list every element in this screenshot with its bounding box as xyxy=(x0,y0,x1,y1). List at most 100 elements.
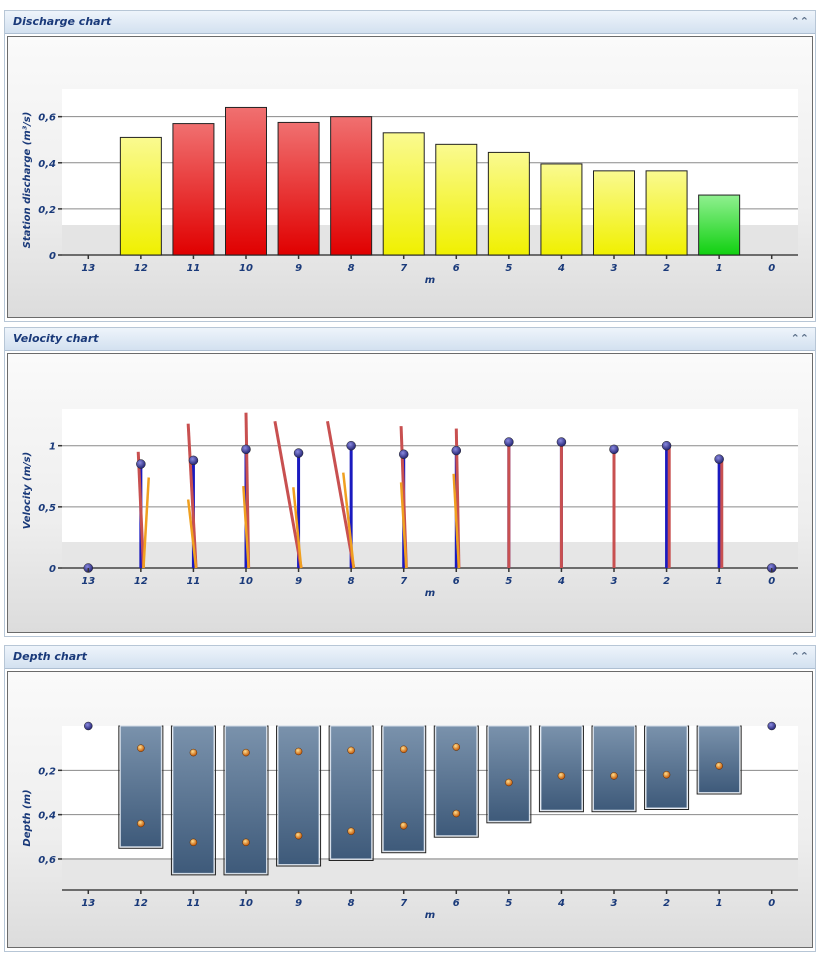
depth-bar xyxy=(698,725,741,793)
measurement-point xyxy=(399,745,408,754)
depth-panel: Depth chart ⌃⌃ 0,2 0,4 0,6 13 12 11 10 9 8 7 6 5 4 3 2… xyxy=(4,645,816,952)
mean-velocity-point xyxy=(609,444,619,455)
discharge-panel-title: Discharge chart xyxy=(13,15,112,28)
measurement-point xyxy=(347,827,355,836)
x-tick-label: 3 xyxy=(611,263,618,274)
surface-velocity-vector xyxy=(326,420,356,569)
y-tick-label: 0,4 xyxy=(38,811,56,822)
mean-velocity-point xyxy=(188,455,199,466)
discharge-bar xyxy=(435,143,478,256)
x-tick-label: 0 xyxy=(768,576,775,587)
depth-bar xyxy=(330,725,373,860)
x-tick-label: 10 xyxy=(239,263,253,274)
measurement-point xyxy=(557,772,566,780)
x-tick-label: 8 xyxy=(348,263,355,274)
mean-velocity-point xyxy=(241,444,251,455)
x-axis-label: m xyxy=(425,910,435,921)
x-tick-label: 11 xyxy=(186,263,200,274)
plot-floor-shade xyxy=(62,542,798,568)
x-tick-label: 7 xyxy=(400,263,407,274)
y-axis-label: Depth (m) xyxy=(22,789,33,846)
y-tick-label: 1 xyxy=(49,442,56,453)
depth-bar xyxy=(487,725,530,822)
measurement-point xyxy=(189,838,198,847)
x-tick-label: 13 xyxy=(81,263,95,274)
x-tick-label: 8 xyxy=(348,898,355,909)
discharge-bar xyxy=(540,163,583,256)
double-chevron-up-icon[interactable]: ⌃⌃ xyxy=(790,15,809,28)
x-tick-label: 13 xyxy=(81,576,95,587)
mean-velocity-point xyxy=(293,448,304,458)
depth-bar xyxy=(225,725,267,874)
y-tick-label: 0,4 xyxy=(38,159,56,170)
depth-panel-header[interactable]: Depth chart ⌃⌃ xyxy=(5,646,815,669)
x-tick-label: 6 xyxy=(453,898,460,909)
discharge-bar xyxy=(172,123,215,256)
point-velocity-vector xyxy=(142,477,150,569)
x-tick-label: 0 xyxy=(768,898,775,909)
y-tick-label: 0,6 xyxy=(38,855,56,866)
double-chevron-up-icon[interactable]: ⌃⌃ xyxy=(790,650,809,663)
x-tick-label: 9 xyxy=(295,263,302,274)
depth-panel-title: Depth chart xyxy=(13,650,87,663)
x-tick-label: 1 xyxy=(716,576,723,587)
x-tick-label: 12 xyxy=(134,898,148,909)
x-tick-label: 0 xyxy=(768,263,775,274)
depth-bar xyxy=(645,725,688,809)
x-tick-label: 6 xyxy=(453,263,460,274)
x-tick-label: 4 xyxy=(557,263,565,274)
mean-velocity-point xyxy=(714,454,724,464)
x-tick-label: 10 xyxy=(239,576,253,587)
double-chevron-up-icon[interactable]: ⌃⌃ xyxy=(790,332,809,345)
discharge-bar xyxy=(645,170,688,256)
point-velocity-vector xyxy=(242,485,250,569)
depth-bar xyxy=(172,725,215,874)
discharge-bar xyxy=(119,136,162,256)
edge-point xyxy=(767,721,776,731)
y-axis-label: Velocity (m/s) xyxy=(22,452,33,529)
point-velocity-vector xyxy=(186,499,198,569)
x-axis-label: m xyxy=(425,588,435,599)
x-tick-label: 12 xyxy=(134,263,148,274)
plot-floor-shade xyxy=(62,225,798,255)
depth-bar xyxy=(277,725,320,866)
depth-bar xyxy=(119,725,162,848)
y-tick-label: 0 xyxy=(49,251,56,262)
mean-velocity-point xyxy=(556,437,567,447)
point-velocity-vector xyxy=(292,487,303,569)
velocity-panel: Velocity chart ⌃⌃ 0 0,5 1 13 12 11 10 9 8 7 6 5 4 3 2 1… xyxy=(4,327,816,637)
measurement-point xyxy=(294,831,303,840)
y-tick-label: 0,2 xyxy=(38,205,56,216)
discharge-bar xyxy=(277,121,320,256)
plot-background xyxy=(62,409,798,568)
discharge-panel-header[interactable]: Discharge chart ⌃⌃ xyxy=(5,11,815,34)
velocity-panel-header[interactable]: Velocity chart ⌃⌃ xyxy=(5,328,815,351)
x-tick-label: 9 xyxy=(295,898,302,909)
edge-point xyxy=(84,721,93,731)
velocity-panel-title: Velocity chart xyxy=(13,332,99,345)
x-tick-label: 4 xyxy=(557,898,565,909)
depth-bar xyxy=(382,725,425,852)
depth-chart-area: 0,2 0,4 0,6 13 12 11 10 9 8 7 6 5 4 3 2 1 0 m Depth (m) xyxy=(7,671,813,948)
discharge-bar xyxy=(225,106,267,256)
discharge-bar xyxy=(593,170,635,256)
mean-velocity-point xyxy=(661,440,672,451)
discharge-bar xyxy=(698,194,741,256)
measurement-point xyxy=(610,772,618,780)
x-tick-label: 7 xyxy=(400,898,407,909)
x-tick-label: 2 xyxy=(663,263,670,274)
y-tick-label: 0,5 xyxy=(38,503,56,514)
measurement-point xyxy=(137,744,145,752)
x-tick-label: 12 xyxy=(134,576,148,587)
measurement-point xyxy=(242,838,250,847)
y-tick-label: 0,6 xyxy=(38,113,56,124)
x-tick-label: 11 xyxy=(186,576,200,587)
plot-floor-shade xyxy=(62,858,798,890)
measurement-point xyxy=(662,771,671,779)
depth-bar xyxy=(435,725,478,837)
x-tick-label: 7 xyxy=(400,576,407,587)
measurement-point xyxy=(505,778,513,787)
